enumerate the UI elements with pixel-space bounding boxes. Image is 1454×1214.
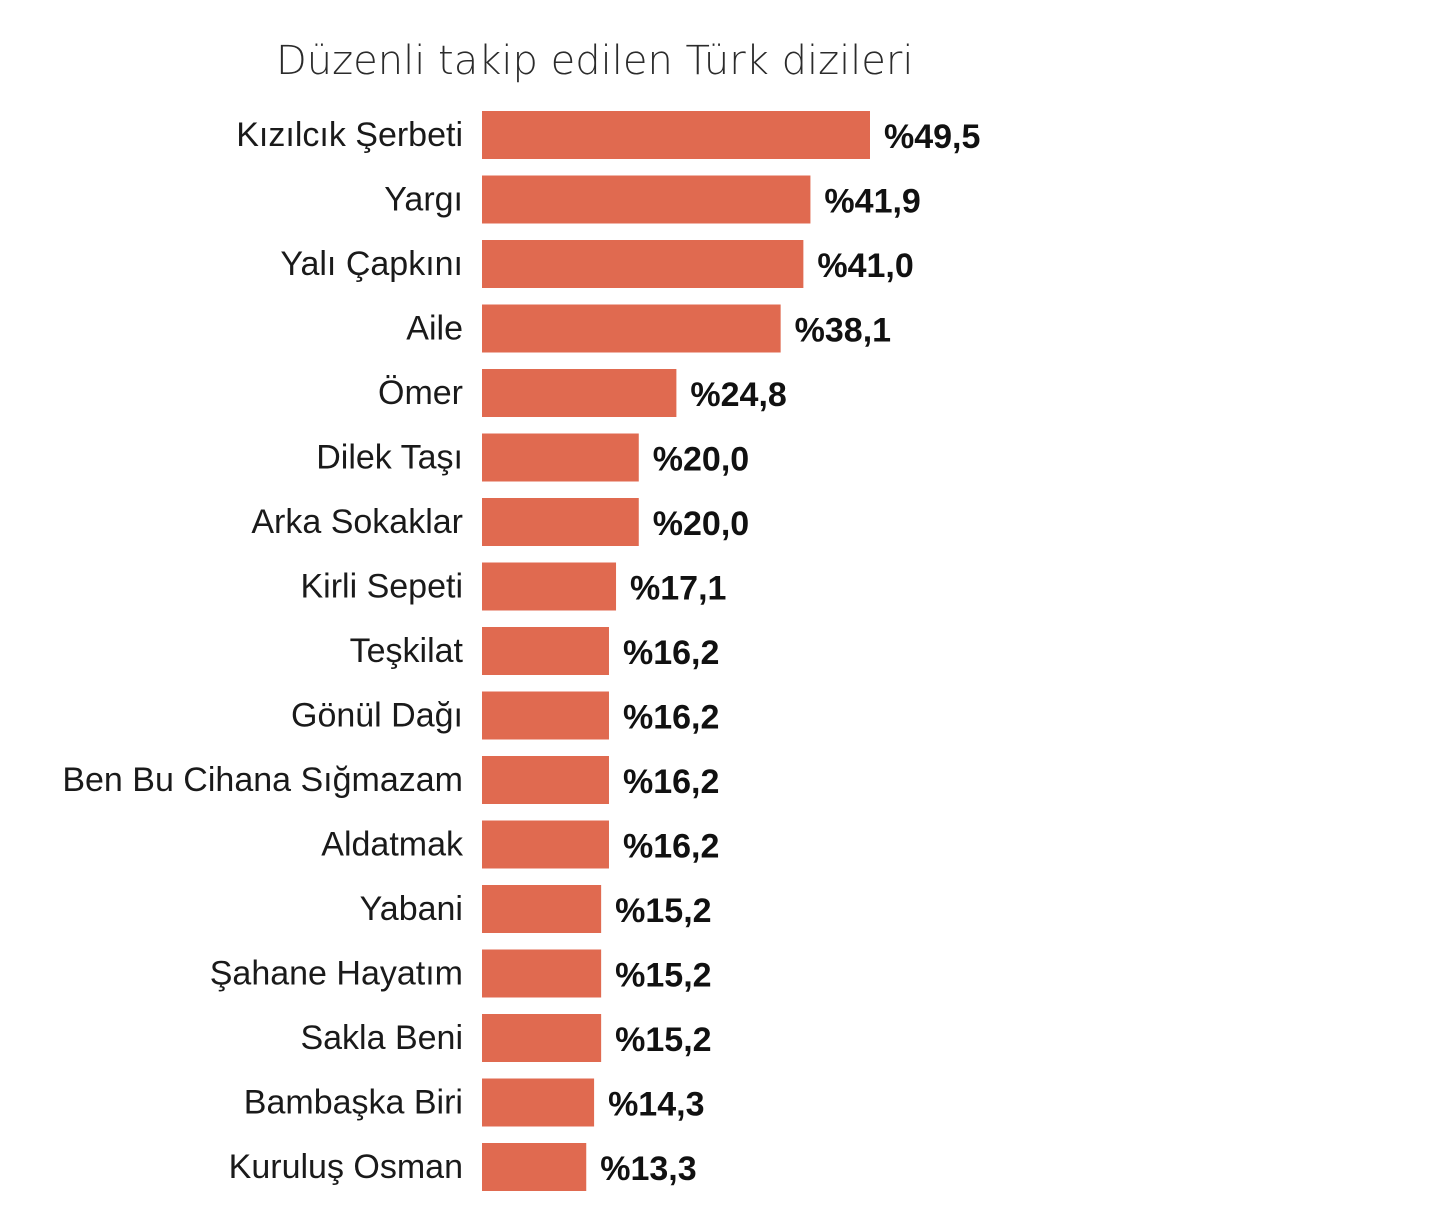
bar <box>482 1143 587 1191</box>
bar <box>482 756 609 804</box>
value-label: %15,2 <box>615 892 711 930</box>
category-label: Yargı <box>384 181 463 219</box>
category-label: Dilek Taşı <box>316 439 463 477</box>
category-label: Kirli Sepeti <box>300 568 463 606</box>
value-label: %41,9 <box>824 183 920 221</box>
bar <box>482 885 602 933</box>
value-label: %24,8 <box>690 376 786 414</box>
bar <box>482 949 602 998</box>
bar <box>482 433 639 482</box>
bars-layer: Kızılcık Şerbeti %49,5 Yargı %41,9 Yalı Çapk… <box>62 111 980 1191</box>
category-label: Yabani <box>360 890 463 928</box>
category-label: Yalı Çapkını <box>280 245 463 283</box>
category-label: Bambaşka Biri <box>244 1084 463 1122</box>
category-label: Aldatmak <box>321 826 464 864</box>
value-label: %14,3 <box>608 1086 704 1124</box>
value-label: %16,2 <box>623 699 719 737</box>
category-label: Aile <box>406 310 463 348</box>
category-label: Gönül Dağı <box>291 697 463 735</box>
value-label: %20,0 <box>653 505 749 543</box>
category-label: Ben Bu Cihana Sığmazam <box>62 761 463 799</box>
bar <box>482 1014 602 1062</box>
category-label: Kuruluş Osman <box>229 1148 463 1186</box>
value-label: %15,2 <box>615 1021 711 1059</box>
bar <box>482 240 804 288</box>
value-label: %15,2 <box>615 957 711 995</box>
category-label: Teşkilat <box>350 632 464 670</box>
category-label: Arka Sokaklar <box>251 503 463 541</box>
chart-title: Düzenli takip edilen Türk dizileri <box>276 38 913 84</box>
bar <box>482 175 811 224</box>
value-label: %16,2 <box>623 828 719 866</box>
bar <box>482 304 781 353</box>
bar <box>482 498 639 546</box>
category-label: Sakla Beni <box>300 1019 463 1057</box>
bar <box>482 627 609 675</box>
value-label: %17,1 <box>630 570 726 608</box>
value-label: %38,1 <box>795 312 891 350</box>
bar <box>482 1078 595 1127</box>
value-label: %16,2 <box>623 634 719 672</box>
bar <box>482 369 677 417</box>
value-label: %41,0 <box>817 247 913 285</box>
bar <box>482 111 870 159</box>
value-label: %49,5 <box>884 118 980 156</box>
bar <box>482 691 609 740</box>
bar <box>482 562 617 611</box>
category-label: Şahane Hayatım <box>210 955 463 993</box>
category-label: Kızılcık Şerbeti <box>236 116 463 154</box>
value-label: %20,0 <box>653 441 749 479</box>
value-label: %13,3 <box>600 1150 696 1188</box>
bar <box>482 820 609 869</box>
category-label: Ömer <box>378 374 463 412</box>
value-label: %16,2 <box>623 763 719 801</box>
